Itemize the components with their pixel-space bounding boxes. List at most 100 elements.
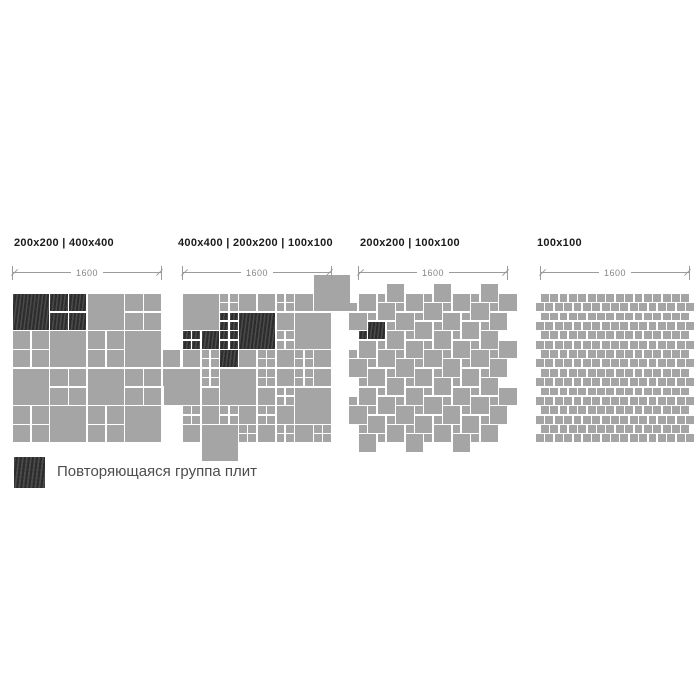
tile-100 [358, 378, 367, 386]
tile-100 [415, 359, 423, 368]
tile-200 [358, 340, 376, 358]
tile-100 [304, 359, 313, 368]
tile-100 [545, 321, 554, 330]
tile-200 [443, 312, 461, 330]
tile-100 [672, 350, 680, 358]
tile-200 [358, 387, 376, 405]
tile-100 [386, 368, 395, 377]
tile-100 [587, 425, 596, 433]
tile-100 [210, 350, 219, 358]
tile-100 [349, 350, 358, 358]
tile-100 [625, 387, 633, 396]
tile-200 [144, 387, 162, 405]
tile-100 [672, 368, 680, 377]
tile-100 [676, 303, 685, 311]
tile-100 [648, 359, 657, 368]
tile-100 [386, 415, 395, 424]
tile-200 [31, 350, 49, 368]
tile-100 [629, 303, 638, 311]
tile-100 [587, 293, 596, 302]
tile-100 [568, 368, 577, 377]
tile-100 [611, 303, 619, 311]
dimension-value: 1600 [416, 267, 450, 278]
tile-100 [648, 340, 657, 349]
tile-100 [643, 368, 652, 377]
tile-100 [377, 434, 386, 443]
tile-100 [480, 321, 489, 330]
tile-100 [554, 434, 563, 443]
tile-100 [267, 359, 275, 368]
tile-100 [657, 340, 666, 349]
tile-200 [433, 378, 451, 396]
tile-400 [295, 312, 332, 349]
tile-100 [615, 368, 624, 377]
tile-200 [415, 368, 433, 386]
tile-100 [573, 321, 582, 330]
tile-100 [471, 293, 480, 302]
tile-100 [611, 396, 619, 405]
dimension-value: 1600 [240, 267, 274, 278]
tile-100 [578, 425, 587, 433]
tile-100 [639, 303, 648, 311]
tile-100 [536, 303, 544, 311]
tile-100 [564, 378, 573, 386]
repeat-group-tile [69, 312, 87, 330]
tile-100 [686, 378, 694, 386]
tile-100 [620, 321, 629, 330]
tile-100 [550, 293, 558, 302]
tile-100 [686, 340, 694, 349]
tile-100 [587, 312, 596, 321]
tile-100 [620, 359, 629, 368]
tile-100 [625, 368, 633, 377]
tile-100 [550, 406, 558, 415]
tile-100 [405, 331, 414, 340]
tile-200 [480, 425, 498, 443]
tile-100 [229, 303, 238, 311]
tile-100 [540, 368, 549, 377]
repeat-group-tile [229, 321, 238, 330]
tile-100 [662, 331, 671, 340]
tile-100 [201, 321, 210, 330]
tile-200 [276, 312, 294, 330]
tile-200 [106, 406, 124, 424]
tile-100 [676, 321, 685, 330]
repeat-group-tile [50, 293, 68, 311]
tile-200 [31, 406, 49, 424]
tile-100 [620, 396, 629, 405]
tile-200 [499, 387, 517, 405]
dimension-tick-right [689, 266, 690, 280]
repeat-group-tile [182, 340, 191, 349]
tile-200 [12, 331, 30, 349]
tile-100 [295, 368, 304, 377]
tile-100 [657, 415, 666, 424]
tile-100 [662, 387, 671, 396]
tile-100 [536, 359, 544, 368]
tile-100 [582, 303, 591, 311]
tile-100 [573, 415, 582, 424]
tile-100 [285, 303, 294, 311]
tile-100 [220, 406, 229, 415]
tile-100 [285, 340, 294, 349]
tile-100 [657, 303, 666, 311]
tile-100 [568, 293, 577, 302]
tile-100 [672, 331, 680, 340]
tile-100 [564, 415, 573, 424]
tile-100 [368, 359, 376, 368]
tile-100 [386, 321, 395, 330]
tile-200 [405, 434, 423, 452]
tile-100 [582, 359, 591, 368]
tile-100 [545, 434, 554, 443]
tile-100 [611, 340, 619, 349]
tile-200 [87, 406, 105, 424]
tile-100 [662, 312, 671, 321]
tile-100 [625, 406, 633, 415]
tile-100 [559, 406, 568, 415]
tile-100 [676, 415, 685, 424]
tile-100 [229, 293, 238, 302]
tile-100 [681, 425, 690, 433]
tile-100 [573, 303, 582, 311]
tile-200 [106, 350, 124, 368]
tile-100 [564, 303, 573, 311]
tile-100 [615, 331, 624, 340]
tile-200 [490, 312, 508, 330]
